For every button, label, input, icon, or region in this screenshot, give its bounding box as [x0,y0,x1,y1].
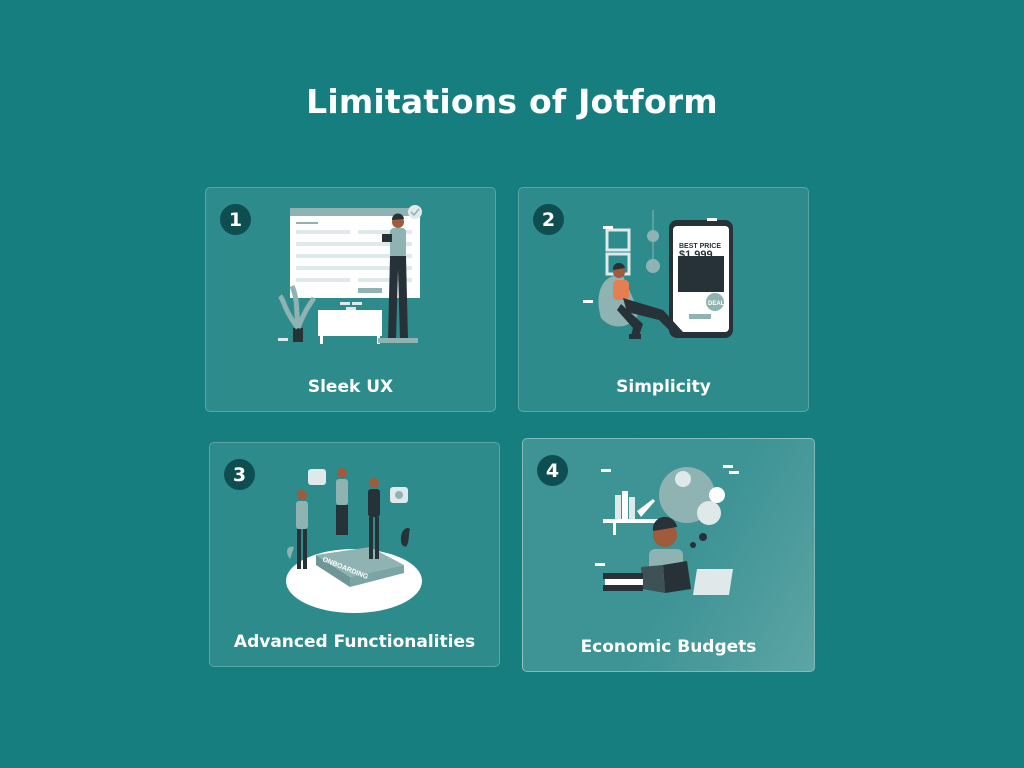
form-builder-illustration [278,205,422,344]
phone-shopping-illustration: BEST PRICE $1,999 DEAL [583,210,733,339]
deal-tag-text: DEAL [708,301,725,307]
price-text: $1,999 [679,249,713,261]
card-simplicity[interactable]: 2 BEST PRICE $1,999 DEAL Simplicity [518,187,809,412]
card-sleek-ux[interactable]: 1 Sleek UX [205,187,496,412]
card-number-badge: 4 [537,455,568,486]
card-label: Economic Budgets [580,637,757,657]
reading-ideas-illustration [595,465,739,595]
card-advanced-functionalities[interactable]: 3 ONBOARDING Advanced Functionalities [209,442,500,667]
card-label: Simplicity [616,377,711,397]
card-number-badge: 3 [224,459,255,490]
card-label: Sleek UX [307,377,394,397]
onboarding-team-illustration: ONBOARDING [286,468,422,613]
page-title: Limitations of Jotform [306,82,718,121]
best-price-text: BEST PRICE [679,243,721,250]
card-number-badge: 2 [533,204,564,235]
card-economic-budgets[interactable]: 4 Economic Budgets [522,438,815,672]
card-number-badge: 1 [220,204,251,235]
card-label: Advanced Functionalities [233,632,476,652]
